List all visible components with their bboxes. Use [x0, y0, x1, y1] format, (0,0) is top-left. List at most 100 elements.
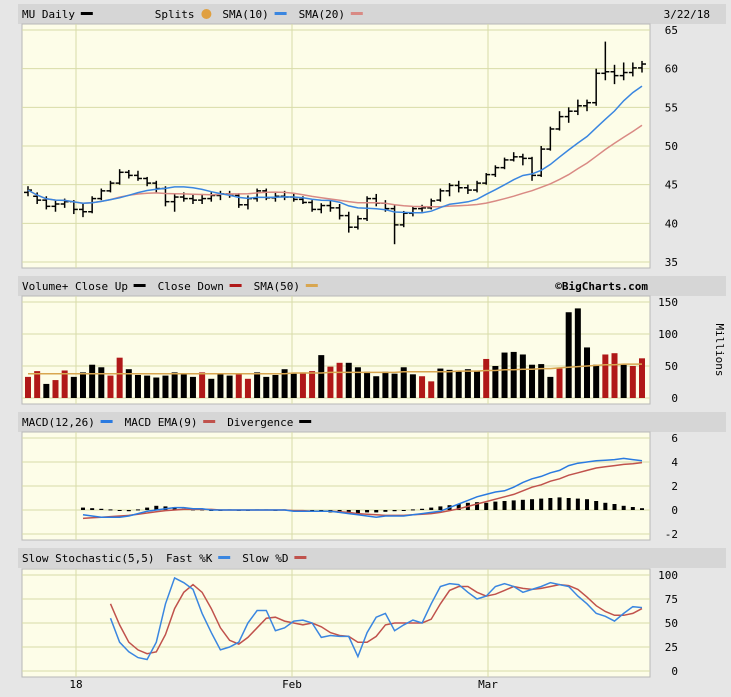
divergence-bar: [630, 507, 635, 510]
volume-legend-swatch: [305, 284, 318, 287]
divergence-bar: [603, 502, 608, 510]
price-bar: [51, 200, 60, 212]
divergence-bar: [511, 500, 516, 510]
volume-bar: [281, 369, 288, 398]
divergence-bar: [640, 508, 644, 510]
volume-bar: [299, 372, 306, 398]
price-bar: [583, 99, 592, 112]
volume-bar: [226, 375, 233, 398]
volume-bar: [492, 366, 499, 398]
divergence-bar: [456, 504, 461, 510]
volume-bar: [327, 366, 334, 398]
divergence-bar: [493, 501, 498, 510]
divergence-bar: [502, 501, 507, 510]
volume-bar: [437, 368, 444, 398]
volume-bar: [464, 369, 471, 398]
price-bar: [509, 152, 518, 162]
price-bar: [436, 188, 445, 202]
chart-date: 3/22/18: [664, 8, 710, 21]
price-legend-swatch: [274, 12, 287, 15]
sma10-line: [27, 85, 643, 214]
price-bar: [106, 180, 115, 193]
volume-bar: [519, 354, 526, 398]
volume-bar: [382, 371, 389, 398]
price-bar: [427, 198, 436, 210]
price-header: [18, 4, 726, 24]
divergence-bar: [585, 499, 590, 510]
volume-bar: [79, 372, 86, 398]
divergence-bar: [566, 498, 571, 510]
stoch-legend-label: Fast %K: [166, 552, 213, 565]
volume-bar: [272, 374, 279, 398]
volume-bar: [98, 367, 105, 398]
price-bar: [170, 193, 179, 212]
divergence-bar: [355, 510, 360, 513]
price-bar: [573, 99, 582, 116]
macd-header: [18, 412, 726, 432]
volume-bar: [584, 347, 591, 398]
price-bar: [555, 111, 564, 131]
macd-tick-label: -2: [665, 528, 678, 541]
volume-bar: [345, 362, 352, 398]
volume-bar: [620, 364, 627, 398]
divergence-bar: [90, 508, 95, 510]
price-bar: [308, 200, 317, 212]
volume-bar: [400, 367, 407, 398]
volume-bar: [639, 358, 645, 398]
divergence-bar: [172, 507, 177, 510]
volume-bar: [611, 353, 618, 398]
price-bar: [344, 211, 353, 233]
price-bar: [619, 62, 628, 81]
volume-bar: [217, 373, 224, 398]
price-bar: [473, 180, 482, 193]
volume-bar: [199, 372, 206, 398]
price-tick-label: 45: [665, 179, 678, 192]
volume-panel: [21, 295, 651, 405]
stoch-legend: Slow Stochastic(5,5) Fast %K Slow %D: [22, 552, 307, 565]
volume-bar: [43, 383, 50, 398]
price-tick-label: 40: [665, 217, 678, 230]
volume-bar: [180, 373, 187, 398]
volume-unit: Millions: [713, 324, 726, 377]
divergence-bar: [548, 498, 553, 510]
divergence-bar: [420, 508, 425, 510]
volume-bar: [455, 370, 462, 398]
stoch-tick-label: 75: [665, 593, 678, 606]
volume-bar: [309, 371, 316, 398]
volume-bar: [354, 367, 361, 398]
volume-tick-label: 50: [665, 360, 678, 373]
macd-legend-label: MACD(12,26): [22, 416, 95, 429]
volume-bar: [263, 376, 270, 398]
price-bar: [188, 193, 197, 204]
volume-legend-label: SMA(50): [254, 280, 300, 293]
price-bar: [133, 170, 142, 181]
volume-bar: [501, 352, 508, 398]
price-tick-label: 60: [665, 63, 678, 76]
price-bar: [592, 68, 601, 106]
price-bar: [317, 203, 326, 214]
price-legend-swatch: [80, 12, 93, 15]
price-bar: [454, 180, 463, 193]
stoch-tick-label: 25: [665, 641, 678, 654]
price-legend-label: MU Daily: [22, 8, 75, 21]
divergence-bar: [392, 510, 397, 512]
price-bar: [234, 193, 243, 208]
price-bar: [399, 210, 408, 228]
divergence-bar: [117, 510, 122, 511]
volume-bar: [336, 362, 343, 398]
volume-bar: [34, 371, 41, 398]
x-axis-label: Mar: [478, 678, 498, 691]
price-bar: [546, 126, 555, 151]
volume-bar: [134, 374, 141, 398]
volume-bar: [235, 373, 242, 398]
divergence-bar: [612, 504, 617, 510]
price-bar: [88, 196, 97, 214]
volume-bar: [61, 370, 68, 398]
divergence-bar: [575, 498, 580, 510]
price-bar: [638, 60, 646, 73]
price-bar: [463, 184, 472, 194]
divergence-bar: [429, 507, 434, 510]
volume-bar: [446, 369, 453, 398]
volume-bar: [373, 376, 380, 398]
